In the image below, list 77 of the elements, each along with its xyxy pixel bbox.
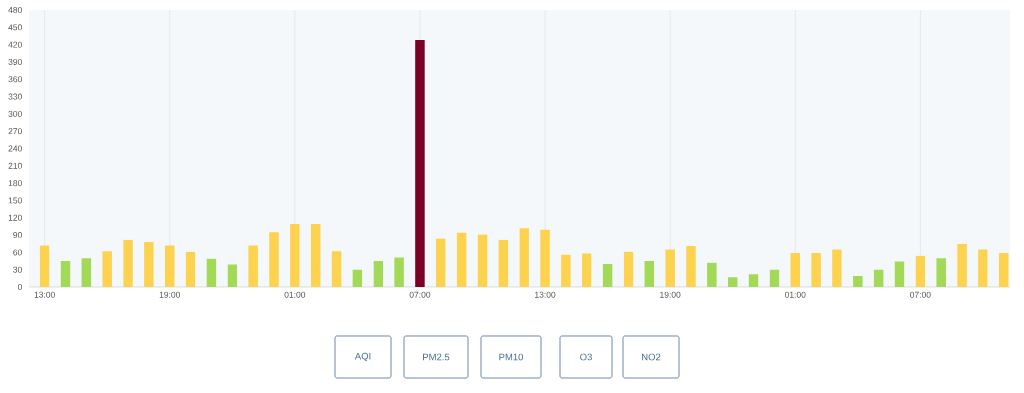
bar <box>60 261 71 287</box>
x-tick-label: 07:00 <box>910 291 931 298</box>
bar <box>373 261 383 287</box>
x-tick-label: 13:00 <box>535 291 556 298</box>
bar <box>894 261 905 287</box>
bar <box>227 264 238 287</box>
bar <box>582 253 592 287</box>
bar <box>519 228 529 287</box>
bar <box>873 269 884 287</box>
bar <box>144 241 154 287</box>
bar <box>790 252 800 287</box>
y-tick-label: 30 <box>13 266 22 273</box>
bar <box>164 245 175 287</box>
x-tick-label: 07:00 <box>409 291 431 298</box>
bar <box>602 263 613 287</box>
bar <box>561 254 571 287</box>
y-tick-label: 240 <box>8 145 22 152</box>
bar <box>269 232 279 287</box>
bar <box>436 238 446 287</box>
text: PM2.5 <box>423 353 450 361</box>
bar <box>394 257 404 287</box>
text: O3 <box>580 353 592 361</box>
bar <box>123 239 133 287</box>
bar <box>310 224 321 287</box>
bar <box>727 277 738 287</box>
y-tick-label: 210 <box>8 162 22 169</box>
y-tick-label: 420 <box>8 41 22 48</box>
bar <box>331 251 342 287</box>
bar <box>853 276 863 287</box>
y-tick-label: 270 <box>8 128 22 135</box>
bar <box>102 251 112 287</box>
y-tick-label: 150 <box>8 197 22 204</box>
bar <box>352 269 363 287</box>
bar <box>832 249 842 287</box>
bar <box>81 258 92 287</box>
bar <box>540 229 550 287</box>
bar <box>811 252 821 287</box>
y-tick-label: 180 <box>8 180 22 187</box>
bar <box>748 274 759 287</box>
text: NO2 <box>642 353 661 361</box>
y-tick-label: 360 <box>8 76 22 83</box>
y-tick-label: 480 <box>8 7 22 14</box>
x-tick-label: 19:00 <box>159 291 181 298</box>
y-tick-label: 300 <box>8 110 22 117</box>
bar <box>185 251 196 287</box>
bar <box>206 258 217 287</box>
x-tick-label: 13:00 <box>34 291 55 298</box>
bar <box>978 249 988 287</box>
bar <box>623 251 634 287</box>
x-tick-label: 01:00 <box>784 291 806 298</box>
y-tick-label: 90 <box>13 232 22 239</box>
y-tick-label: 330 <box>8 93 22 100</box>
bar <box>999 252 1009 287</box>
x-tick-label: 01:00 <box>284 291 306 298</box>
y-tick-label: 0 <box>17 284 22 291</box>
bar <box>915 255 926 287</box>
text: AQI <box>354 352 371 362</box>
bar <box>769 269 780 287</box>
bar <box>415 40 425 287</box>
bar <box>665 249 675 287</box>
y-tick-label: 60 <box>13 249 22 256</box>
bar <box>707 262 717 287</box>
bar <box>686 246 696 287</box>
bar <box>957 243 967 287</box>
y-tick-label: 450 <box>8 24 22 31</box>
bar <box>644 261 655 287</box>
bar <box>477 234 488 287</box>
bar <box>456 232 467 287</box>
y-tick-label: 120 <box>8 214 22 221</box>
y-tick-label: 390 <box>8 58 22 65</box>
bar <box>248 245 258 287</box>
x-tick-label: 19:00 <box>660 291 681 298</box>
bar <box>290 224 300 287</box>
text: PM10 <box>499 353 524 361</box>
bar <box>39 245 50 287</box>
bar <box>498 239 509 287</box>
bar <box>936 258 946 287</box>
